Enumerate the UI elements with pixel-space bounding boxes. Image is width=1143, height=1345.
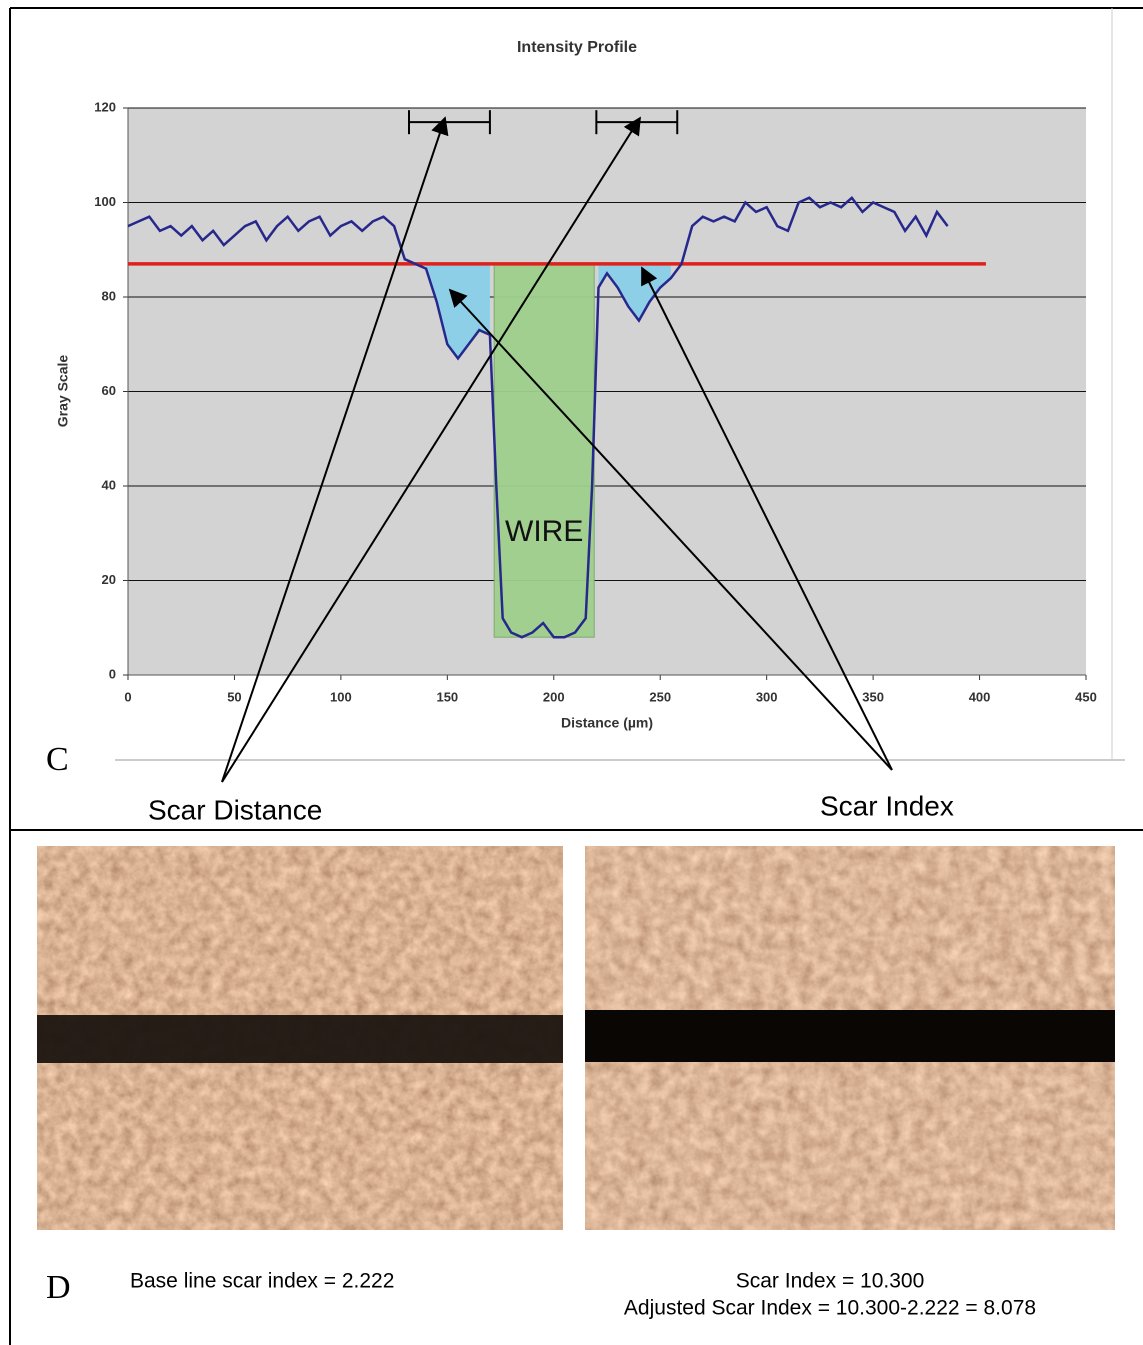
y-tick-label: 80 — [102, 288, 116, 303]
y-tick-label: 40 — [102, 477, 116, 492]
annotation: Scar Distance — [148, 794, 322, 825]
y-tick-label: 0 — [109, 666, 116, 681]
y-tick-label: 60 — [102, 383, 116, 398]
caption: Adjusted Scar Index = 10.300-2.222 = 8.0… — [624, 1297, 1036, 1320]
y-tick-label: 100 — [94, 194, 116, 209]
scar-bracket — [408, 110, 491, 135]
x-tick-label: 450 — [1075, 689, 1097, 704]
x-tick-label: 300 — [756, 689, 778, 704]
caption: Scar Index = 10.300 — [736, 1270, 925, 1293]
x-tick-label: 200 — [543, 689, 565, 704]
panel-label: D — [46, 1269, 71, 1306]
wire-band — [37, 1015, 563, 1063]
annotation: Scar Index — [820, 790, 954, 821]
wire-label: WIRE — [505, 515, 583, 548]
x-tick-label: 0 — [124, 689, 131, 704]
x-tick-label: 350 — [862, 689, 884, 704]
scar-area — [426, 263, 490, 359]
x-axis-label: Distance (µm) — [561, 715, 653, 731]
wire-box — [493, 263, 595, 638]
caption: Base line scar index = 2.222 — [130, 1270, 394, 1293]
arrows — [221, 116, 893, 783]
x-tick-label: 250 — [649, 689, 671, 704]
x-tick-label: 50 — [227, 689, 241, 704]
x-tick-label: 100 — [330, 689, 352, 704]
x-tick-label: 150 — [436, 689, 458, 704]
x-tick-label: 400 — [969, 689, 991, 704]
y-tick-label: 120 — [94, 99, 116, 114]
chart-title: Intensity Profile — [517, 39, 637, 56]
wire-band — [585, 1010, 1115, 1062]
panel-label: C — [46, 741, 69, 778]
y-axis-label: Gray Scale — [55, 355, 71, 428]
profile-line — [127, 195, 949, 639]
y-tick-label: 20 — [102, 572, 116, 587]
